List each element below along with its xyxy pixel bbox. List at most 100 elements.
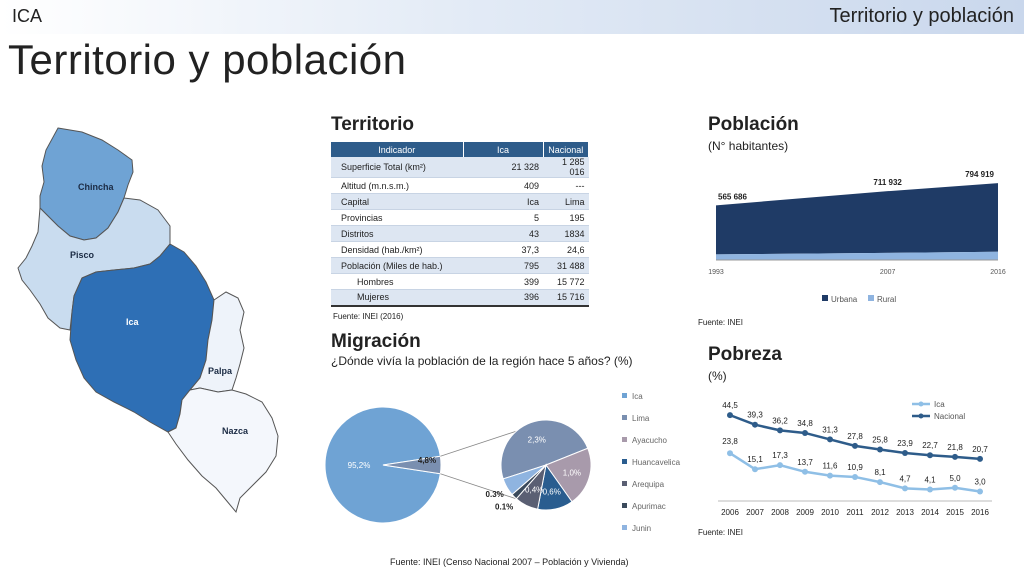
row-nac: 31 488 <box>543 257 589 274</box>
data-label-ica: 5,0 <box>949 474 961 483</box>
tick-label-2011: 2011 <box>846 508 864 517</box>
legend-swatch-ayacucho <box>622 437 627 442</box>
pie-label-apurimac: 0.1% <box>495 503 513 512</box>
legend-swatch-lima <box>622 415 627 420</box>
row-ica: 795 <box>463 257 543 274</box>
row-nac: 1834 <box>543 225 589 242</box>
map-label-ica: Ica <box>126 317 140 327</box>
col-header-ica: Ica <box>463 142 544 157</box>
legend-label-ayacucho: Ayacucho <box>632 436 668 445</box>
row-label: Mujeres <box>331 289 463 307</box>
table-row: Hombres 399 15 772 <box>331 273 589 290</box>
table-row: Capital Ica Lima <box>331 193 589 210</box>
row-label: Superficie Total (km²) <box>331 157 463 178</box>
data-label-nacional: 27,8 <box>847 432 863 441</box>
pobreza-source: Fuente: INEI <box>698 528 743 537</box>
footer-source: Fuente: INEI (Censo Nacional 2007 – Pobl… <box>390 557 629 567</box>
row-label: Altitud (m.n.s.m.) <box>331 177 463 194</box>
migracion-chart: 95,2% 4,8% 2,3% 1,0%0,6%0,4% 0.1% 0.3% Ica Lima… <box>324 392 681 533</box>
point-nacional <box>902 450 908 457</box>
tick-label-2013: 2013 <box>896 508 914 517</box>
legend-label-huancavelica: Huancavelica <box>632 458 681 467</box>
data-label-nacional: 21,8 <box>947 443 963 452</box>
territorio-table: Indicador Ica Nacional Superficie Total … <box>331 142 589 307</box>
row-nac: 15 772 <box>543 273 589 290</box>
page-title: Territorio y población <box>8 36 407 83</box>
tick-label-2015: 2015 <box>946 508 964 517</box>
poblacion-chart: 565 686 711 932 794 919 1993 2007 2016 Urbana R… <box>708 170 1006 304</box>
row-label: Población (Miles de hab.) <box>331 257 463 274</box>
data-label-ica: 17,3 <box>772 451 788 460</box>
row-ica: 399 <box>463 273 543 290</box>
legend-swatch-ica <box>622 393 627 398</box>
data-label-ica: 11,6 <box>823 462 839 471</box>
legend-swatch-junin <box>622 525 627 530</box>
tick-label-1993: 1993 <box>708 269 724 276</box>
pie-label-huancavelica: 0,6% <box>543 487 561 496</box>
legend-label-junin: Junin <box>632 524 651 533</box>
data-label-1993: 565 686 <box>718 192 747 201</box>
point-ica <box>777 462 783 469</box>
data-label-nacional: 23,9 <box>897 439 913 448</box>
legend-swatch-urbana <box>822 295 828 301</box>
pie-slice-main <box>324 406 441 524</box>
row-nac: 195 <box>543 209 589 226</box>
area-rural <box>716 251 998 260</box>
data-label-ica: 10,9 <box>847 463 863 472</box>
table-row: Superficie Total (km²) 21 328 1 285 016 <box>331 157 589 178</box>
legend-label-ica: Ica <box>934 400 945 409</box>
row-ica: 5 <box>463 209 543 226</box>
poblacion-source: Fuente: INEI <box>698 318 743 327</box>
pie-slice-ayacucho <box>545 447 592 503</box>
point-nacional <box>977 455 983 462</box>
legend-label-lima: Lima <box>632 414 650 423</box>
data-label-ica: 3,0 <box>974 477 986 486</box>
data-label-nacional: 39,3 <box>747 411 763 420</box>
table-row: Altitud (m.n.s.m.) 409 --- <box>331 177 589 194</box>
point-ica <box>852 473 858 480</box>
data-label-2007: 711 932 <box>873 178 902 187</box>
pie-slice-other <box>382 455 442 475</box>
row-ica: 43 <box>463 225 543 242</box>
legend-marker-nacional <box>918 413 924 419</box>
tick-label-2007: 2007 <box>880 269 896 276</box>
tick-label-2012: 2012 <box>871 508 889 517</box>
point-ica <box>927 486 933 493</box>
map-label-pisco: Pisco <box>70 250 95 260</box>
pie-label-junin: 0.3% <box>486 490 504 499</box>
point-ica <box>827 472 833 479</box>
line-ica <box>729 452 981 493</box>
data-label-ica: 23,8 <box>722 437 738 446</box>
poblacion-subtitle: (N° habitantes) <box>708 139 789 153</box>
legend-label-arequipa: Arequipa <box>632 480 665 489</box>
region-label: ICA <box>12 6 43 26</box>
data-label-nacional: 25,8 <box>872 436 888 445</box>
data-label-nacional: 44,5 <box>722 401 738 410</box>
poblacion-title: Población <box>708 114 799 135</box>
tick-label-2016: 2016 <box>971 508 989 517</box>
row-label: Provincias <box>331 209 463 226</box>
pie-label-other: 4,8% <box>418 456 436 465</box>
legend-label-ica: Ica <box>632 392 643 401</box>
tick-label-2009: 2009 <box>796 508 814 517</box>
point-ica <box>802 468 808 475</box>
top-banner: ICA Territorio y población <box>0 0 1024 34</box>
pie-slice-lima <box>500 419 589 480</box>
data-label-ica: 8,1 <box>874 468 886 477</box>
row-ica: 21 328 <box>463 157 543 178</box>
migracion-title: Migración <box>331 331 421 352</box>
legend-label-nacional: Nacional <box>934 412 965 421</box>
data-label-ica: 4,1 <box>924 475 936 484</box>
pie-slice-junin <box>502 464 547 496</box>
point-nacional <box>927 452 933 459</box>
data-label-nacional: 31,3 <box>822 425 838 434</box>
territorio-source: Fuente: INEI (2016) <box>333 312 404 321</box>
row-label: Densidad (hab./km²) <box>331 241 463 258</box>
table-row: Provincias 5 195 <box>331 209 589 226</box>
legend-label-urbana: Urbana <box>831 295 858 304</box>
table-row: Mujeres 396 15 716 <box>331 289 589 307</box>
pie-label-ayacucho: 1,0% <box>563 469 581 478</box>
legend-swatch-arequipa <box>622 481 627 486</box>
data-label-nacional: 22,7 <box>922 441 938 450</box>
point-nacional <box>852 442 858 449</box>
